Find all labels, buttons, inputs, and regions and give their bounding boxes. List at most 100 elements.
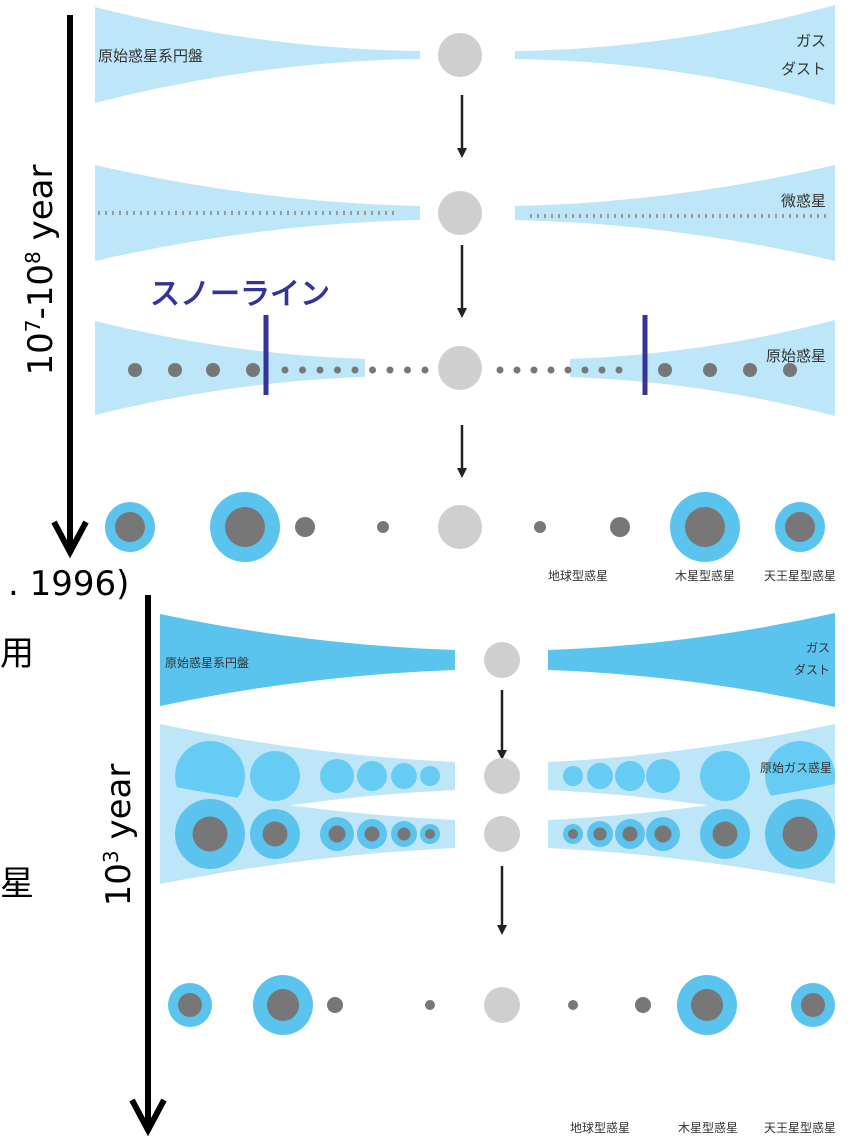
gas-planet [587, 763, 613, 789]
body [616, 367, 623, 374]
body [369, 367, 376, 374]
arrow-head [457, 308, 467, 318]
label: 地球型惑星 [548, 569, 608, 583]
label: 原始惑星系円盤 [98, 47, 203, 65]
body [246, 363, 260, 377]
body [387, 367, 394, 374]
label: ダスト [781, 60, 826, 78]
planet-core [685, 507, 725, 547]
body [783, 363, 797, 377]
body [497, 367, 504, 374]
star [484, 816, 520, 852]
planet-core [568, 829, 578, 839]
time-part: 10 [99, 863, 139, 906]
planet-core [295, 517, 315, 537]
gas-planet [250, 751, 300, 801]
body [206, 363, 220, 377]
disk [515, 165, 835, 261]
planet-core [635, 997, 651, 1013]
planet-core [225, 507, 265, 547]
body [317, 367, 324, 374]
planet-core [783, 817, 818, 852]
planet-core [691, 989, 723, 1021]
planet-core [365, 827, 380, 842]
cut-char: 星 [0, 864, 34, 904]
star [438, 191, 482, 235]
label: 天王星型惑星 [764, 1121, 836, 1135]
body [703, 363, 717, 377]
time-label: 103 year [99, 764, 139, 907]
gas-planet [320, 759, 354, 793]
planet-core [594, 828, 607, 841]
label: 地球型惑星 [570, 1121, 630, 1135]
arrow-head [497, 925, 507, 935]
planet-core [398, 828, 411, 841]
planet-core [785, 512, 815, 542]
cut-char: 用 [0, 634, 34, 674]
planet-core [534, 521, 546, 533]
arrow-head [457, 468, 467, 478]
planet-core [713, 822, 738, 847]
planet-core [610, 517, 630, 537]
label: ガス [806, 641, 830, 655]
body [352, 367, 359, 374]
time-part: -10 [21, 264, 61, 320]
citation: . 1996) [8, 564, 129, 604]
planet-core [425, 829, 435, 839]
star [438, 505, 482, 549]
planet-core [178, 993, 202, 1017]
disk [515, 5, 835, 105]
label: 原始ガス惑星 [760, 761, 832, 775]
label: 木星型惑星 [678, 1121, 738, 1135]
gas-planet [563, 766, 583, 786]
body [282, 367, 289, 374]
label: 木星型惑星 [675, 569, 735, 583]
body [658, 363, 672, 377]
time-label: 107-108 year [21, 165, 61, 376]
planet-core [425, 1000, 435, 1010]
body [128, 363, 142, 377]
star [438, 33, 482, 77]
planet-core [655, 826, 672, 843]
body [531, 367, 538, 374]
label: 天王星型惑星 [764, 569, 836, 583]
label: 微惑星 [781, 192, 826, 210]
label: ダスト [794, 662, 830, 677]
body [599, 367, 606, 374]
body [565, 367, 572, 374]
star [484, 987, 520, 1023]
time-part: year [99, 764, 139, 851]
planet-core [568, 1000, 578, 1010]
body [334, 367, 341, 374]
time-part: year [21, 165, 61, 252]
star [484, 758, 520, 794]
planet-core [263, 822, 288, 847]
body [404, 367, 411, 374]
planet-core [115, 512, 145, 542]
body [743, 363, 757, 377]
time-part: 7 [21, 319, 45, 332]
body [582, 367, 589, 374]
label: スノーライン [150, 277, 330, 312]
diagram: . 1996) 用 星 107-108 year 103 year 原始惑星系円… [0, 0, 865, 1143]
star [438, 346, 482, 390]
planet-core [623, 827, 638, 842]
label: ガス [796, 32, 826, 50]
label: 原始惑星系円盤 [165, 656, 249, 670]
planet-core [801, 993, 825, 1017]
time-part: 3 [99, 850, 123, 863]
star [484, 642, 520, 678]
gas-planet [700, 751, 750, 801]
gas-planet [615, 761, 645, 791]
planet-core [267, 989, 299, 1021]
gas-planet [420, 766, 440, 786]
gas-planet [391, 763, 417, 789]
planet-core [377, 521, 389, 533]
body [422, 367, 429, 374]
body [299, 367, 306, 374]
gas-planet [646, 759, 680, 793]
body [168, 363, 182, 377]
planet-core [329, 826, 346, 843]
planet-core [327, 997, 343, 1013]
label: 原始惑星 [766, 347, 826, 365]
